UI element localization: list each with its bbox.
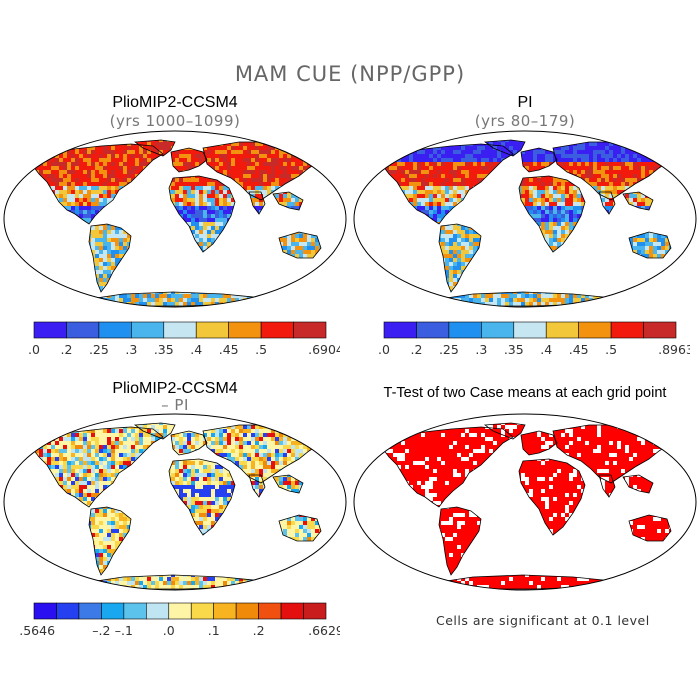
map-ttest xyxy=(353,413,697,591)
panel-subtitle-diff: – PI xyxy=(161,396,189,414)
colorbar-pliomip-swatch xyxy=(293,321,327,339)
colorbar-diff-swatch xyxy=(146,602,170,620)
colorbar-diff-swatch xyxy=(101,602,125,620)
colorbar-diff-swatch xyxy=(123,602,147,620)
panel-title-diff: PlioMIP2-CCSM4 xyxy=(112,380,238,397)
colorbar-pi-tick-label: .8963 xyxy=(658,342,690,357)
colorbar-pi-tick-label: .2 xyxy=(410,342,422,357)
colorbar-pliomip-tick-label: .3 xyxy=(125,342,137,357)
colorbar-pliomip-swatch xyxy=(228,321,262,339)
colorbar-diff-tick-label: .1 xyxy=(208,623,220,638)
panel-subtitle-pliomip: (yrs 1000–1099) xyxy=(109,112,241,130)
panel-title-ttest: T-Test of two Case means at each grid po… xyxy=(383,385,667,401)
colorbar-pliomip-swatch xyxy=(260,321,294,339)
colorbar-diff-tick-label: .6629 xyxy=(308,623,340,638)
colorbar-pi-swatch xyxy=(643,321,677,339)
map-pi xyxy=(353,130,697,308)
colorbar-diff-swatch xyxy=(258,602,282,620)
panel-title-pi: PI xyxy=(517,94,533,111)
colorbar-diff-tick-label: .2 xyxy=(253,623,265,638)
colorbar-pliomip-tick-label: .35 xyxy=(154,342,174,357)
colorbar-pliomip-tick-label: .45 xyxy=(219,342,239,357)
colorbar-diff-swatch xyxy=(190,602,214,620)
colorbar-pi-swatch xyxy=(383,321,417,339)
significance-note: Cells are significant at 0.1 level xyxy=(436,613,650,628)
colorbar-diff: –.5646 –.2 –.1 .0 .1 .2 .6629 xyxy=(20,602,340,638)
colorbar-pi-swatch xyxy=(610,321,644,339)
colorbar-diff-swatch xyxy=(56,602,80,620)
colorbar-pliomip-tick-label: .4 xyxy=(190,342,202,357)
colorbar-diff-tick-label: –.2 xyxy=(92,623,110,638)
colorbar-pi-tick-label: .45 xyxy=(569,342,589,357)
colorbar-diff-tick-label: –.1 xyxy=(115,623,133,638)
colorbar-pi-swatch xyxy=(545,321,579,339)
colorbar-pliomip-swatch xyxy=(66,321,100,339)
colorbar-pi-tick-label: .35 xyxy=(504,342,524,357)
colorbar-diff-swatch xyxy=(303,602,327,620)
colorbar-diff-tick-label: .0 xyxy=(163,623,175,638)
colorbar-pliomip: .0 .2 .25 .3 .35 .4 .45 .5 .6904 xyxy=(28,321,340,357)
colorbar-diff-swatch xyxy=(78,602,102,620)
colorbar-pi-tick-label: .25 xyxy=(439,342,459,357)
colorbar-pi-tick-label: .4 xyxy=(540,342,552,357)
panel-title-pliomip: PlioMIP2-CCSM4 xyxy=(112,94,238,111)
colorbar-pliomip-swatch xyxy=(195,321,229,339)
colorbar-pi-swatch xyxy=(481,321,515,339)
colorbar-pliomip-tick-label: .6904 xyxy=(308,342,340,357)
map-diff xyxy=(3,413,347,591)
colorbar-diff-tick-label: –.5646 xyxy=(20,623,55,638)
colorbar-pi-tick-label: .0 xyxy=(378,342,390,357)
colorbar-pi-tick-label: .3 xyxy=(475,342,487,357)
colorbar-pi-swatch xyxy=(578,321,612,339)
colorbar-diff-swatch xyxy=(168,602,192,620)
panel-subtitle-pi: (yrs 80–179) xyxy=(474,112,576,130)
colorbar-pliomip-swatch xyxy=(163,321,197,339)
colorbar-pliomip-swatch xyxy=(98,321,132,339)
colorbar-pi-tick-label: .5 xyxy=(605,342,617,357)
colorbar-diff-swatch xyxy=(280,602,304,620)
colorbar-diff-swatch xyxy=(213,602,237,620)
colorbar-pi-swatch xyxy=(416,321,450,339)
colorbar-diff-swatch xyxy=(33,602,57,620)
figure-title: MAM CUE (NPP/GPP) xyxy=(234,62,466,86)
colorbar-pliomip-tick-label: .0 xyxy=(28,342,40,357)
map-pliomip xyxy=(3,130,347,308)
colorbar-pliomip-swatch xyxy=(33,321,67,339)
colorbar-pliomip-tick-label: .2 xyxy=(60,342,72,357)
colorbar-pi-swatch xyxy=(448,321,482,339)
colorbar-pliomip-tick-label: .5 xyxy=(255,342,267,357)
colorbar-pliomip-swatch xyxy=(131,321,165,339)
colorbar-pi-swatch xyxy=(513,321,547,339)
colorbar-pi: .0 .2 .25 .3 .35 .4 .45 .5 .8963 xyxy=(378,321,690,357)
colorbar-diff-swatch xyxy=(235,602,259,620)
colorbar-pliomip-tick-label: .25 xyxy=(89,342,109,357)
